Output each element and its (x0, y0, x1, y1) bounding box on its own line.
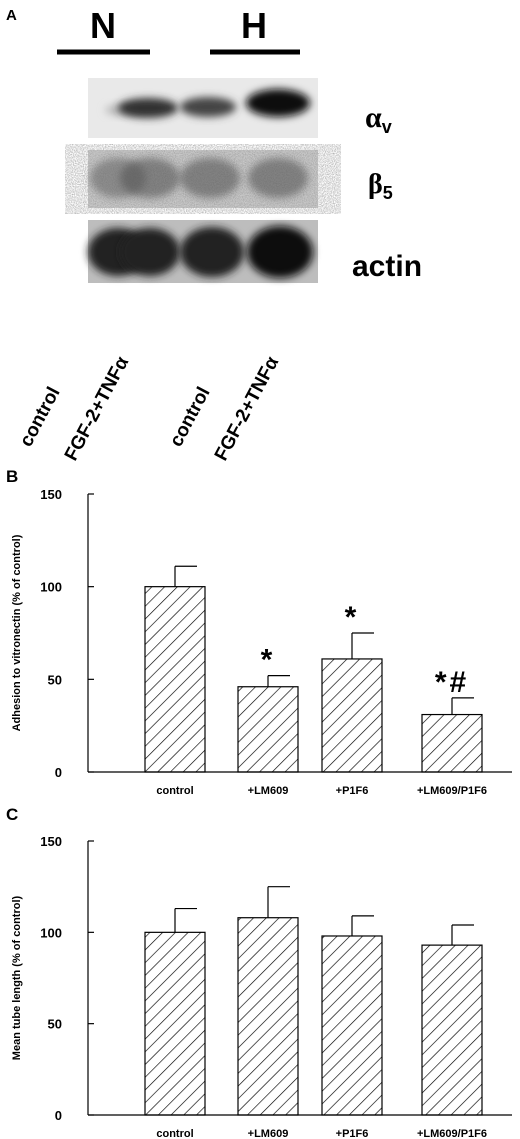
annotation: * (261, 644, 276, 677)
bar (144, 586, 206, 773)
lane-label: FGF-2+TNFα (61, 353, 133, 464)
group-label: H (241, 5, 267, 46)
x-tick-label: +LM609 (248, 785, 289, 797)
lane-label: control (166, 384, 215, 451)
y-axis-label: Mean tube length (% of control) (11, 895, 23, 1060)
bar (144, 931, 206, 1116)
band-label: actin (352, 250, 422, 283)
bar (321, 935, 383, 1116)
y-tick-label: 100 (40, 580, 62, 595)
bar (237, 686, 299, 773)
lane-label: control (16, 384, 65, 451)
blot-strip (88, 78, 318, 138)
panel-label: B (6, 467, 18, 486)
annotation: * (345, 601, 360, 634)
y-tick-label: 150 (40, 487, 62, 502)
bar (237, 917, 299, 1116)
bar (421, 944, 483, 1116)
y-axis-label: Adhesion to vitronectin (% of control) (11, 534, 23, 731)
x-tick-label: +LM609/P1F6 (417, 1128, 487, 1139)
x-tick-label: +P1F6 (336, 1128, 369, 1139)
x-tick-label: control (156, 1128, 193, 1139)
y-tick-label: 0 (55, 765, 62, 780)
y-tick-label: 50 (48, 672, 62, 687)
y-tick-label: 0 (55, 1108, 62, 1123)
blot-strip (88, 150, 318, 208)
panel-label: C (6, 805, 18, 824)
lane-label: FGF-2+TNFα (211, 353, 283, 464)
y-tick-label: 150 (40, 834, 62, 849)
blot-strip (88, 220, 318, 283)
x-tick-label: +LM609/P1F6 (417, 785, 487, 797)
band-label: β5 (368, 169, 393, 203)
annotation: *# (435, 666, 469, 699)
y-tick-label: 50 (48, 1017, 62, 1032)
bar (421, 713, 483, 773)
x-tick-label: +LM609 (248, 1128, 289, 1139)
y-tick-label: 100 (40, 925, 62, 940)
x-tick-label: control (156, 785, 193, 797)
bar (321, 658, 383, 773)
group-label: N (90, 5, 116, 46)
panel-label: A (6, 7, 17, 24)
x-tick-label: +P1F6 (336, 785, 369, 797)
band-label: αv (365, 101, 392, 137)
